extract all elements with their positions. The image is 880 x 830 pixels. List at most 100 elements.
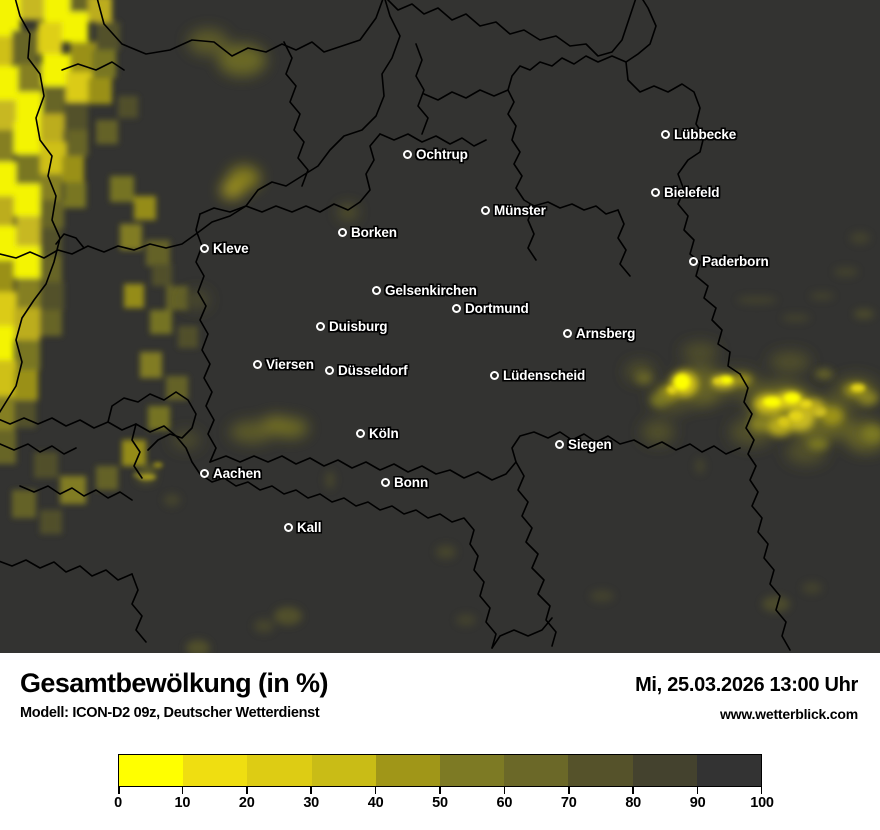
city-dot-icon xyxy=(661,130,670,139)
city-dot-icon xyxy=(381,478,390,487)
colorbar-tick xyxy=(568,787,570,794)
city-dot-icon xyxy=(481,206,490,215)
city-marker[interactable]: Bielefeld xyxy=(651,185,719,200)
colorbar-segment xyxy=(568,755,633,786)
city-label: Kleve xyxy=(213,241,249,256)
colorbar-tick xyxy=(632,787,634,794)
city-dot-icon xyxy=(200,469,209,478)
city-label: Siegen xyxy=(568,437,612,452)
cloud-patch-muensterland xyxy=(172,29,357,449)
cloud-patch-eifel xyxy=(136,465,456,653)
city-dot-icon xyxy=(316,322,325,331)
cloud-field xyxy=(0,0,880,653)
colorbar-segment xyxy=(696,755,762,786)
city-marker[interactable]: Gelsenkirchen xyxy=(372,283,477,298)
city-marker[interactable]: Siegen xyxy=(555,437,612,452)
colorbar-segment xyxy=(183,755,248,786)
colorbar-tick-label: 90 xyxy=(689,795,706,811)
colorbar-tick xyxy=(760,787,762,794)
footer-panel: Gesamtbewölkung (in %) Modell: ICON-D2 0… xyxy=(0,653,880,830)
city-marker[interactable]: Paderborn xyxy=(689,254,769,269)
colorbar-tick-label: 50 xyxy=(432,795,448,811)
city-dot-icon xyxy=(403,150,412,159)
city-dot-icon xyxy=(555,440,564,449)
city-marker[interactable]: Kall xyxy=(284,520,321,535)
city-dot-icon xyxy=(452,304,461,313)
colorbar-tick-label: 10 xyxy=(174,795,191,811)
title-block: Gesamtbewölkung (in %) Modell: ICON-D2 0… xyxy=(20,668,328,722)
city-marker[interactable]: Lüdenscheid xyxy=(490,368,585,383)
city-dot-icon xyxy=(284,523,293,532)
footer-header: Gesamtbewölkung (in %) Modell: ICON-D2 0… xyxy=(0,653,880,738)
city-label: Paderborn xyxy=(702,254,769,269)
city-label: Viersen xyxy=(266,357,314,372)
map-canvas xyxy=(0,0,880,653)
colorbar-tick xyxy=(503,787,506,794)
colorbar-segment xyxy=(119,755,184,786)
city-label: Münster xyxy=(494,203,546,218)
city-marker[interactable]: Arnsberg xyxy=(563,326,635,341)
colorbar-ticks xyxy=(118,787,762,795)
colorbar-tick xyxy=(118,787,120,794)
city-marker[interactable]: Aachen xyxy=(200,466,261,481)
page-title: Gesamtbewölkung (in %) xyxy=(20,668,328,698)
colorbar-gradient xyxy=(118,754,762,787)
valid-time-text: Mi, 25.03.2026 13:00 Uhr xyxy=(635,674,858,696)
city-label: Lübbecke xyxy=(674,127,737,142)
colorbar-tick-labels: 0 10 20 30 40 50 60 70 80 90 100 xyxy=(114,795,774,815)
city-dot-icon xyxy=(338,228,347,237)
map-panel[interactable]: Lübbecke Ochtrup Bielefeld Münster Borken Kle… xyxy=(0,0,880,653)
cloud-patch-scattered-west xyxy=(12,96,198,534)
city-dot-icon xyxy=(325,366,334,375)
city-marker[interactable]: Borken xyxy=(338,225,397,240)
colorbar-tick-label: 100 xyxy=(750,795,774,811)
city-label: Ochtrup xyxy=(416,147,468,162)
city-marker[interactable]: Ochtrup xyxy=(403,147,468,162)
colorbar-tick xyxy=(181,787,184,794)
colorbar-tick-label: 80 xyxy=(625,795,642,811)
city-dot-icon xyxy=(253,360,262,369)
city-label: Gelsenkirchen xyxy=(385,283,477,298)
city-marker[interactable]: Köln xyxy=(356,426,399,441)
administrative-borders xyxy=(0,0,791,651)
city-dot-icon xyxy=(689,257,698,266)
city-label: Lüdenscheid xyxy=(503,368,586,383)
city-dot-icon xyxy=(372,286,381,295)
city-label: Düsseldorf xyxy=(338,363,408,378)
city-dot-icon xyxy=(563,329,572,338)
city-marker[interactable]: Dortmund xyxy=(452,301,529,316)
city-marker[interactable]: Viersen xyxy=(253,357,314,372)
city-marker[interactable]: Bonn xyxy=(381,475,428,490)
city-label: Dortmund xyxy=(465,301,529,316)
colorbar-segment xyxy=(375,755,441,786)
meta-block: Mi, 25.03.2026 13:00 Uhr www.wetterblick… xyxy=(635,675,858,722)
site-url: www.wetterblick.com xyxy=(719,706,858,722)
colorbar-tick-label: 70 xyxy=(560,795,577,811)
city-label: Arnsberg xyxy=(576,326,636,341)
colorbar-segment xyxy=(504,755,569,786)
colorbar-tick-label: 40 xyxy=(367,795,384,811)
cloud-patch-sauerland xyxy=(626,343,880,464)
city-label: Bonn xyxy=(394,475,429,490)
city-label: Köln xyxy=(369,426,399,441)
colorbar-tick xyxy=(439,787,441,794)
colorbar-tick xyxy=(696,787,699,794)
city-dot-icon xyxy=(651,188,660,197)
city-label: Kall xyxy=(297,520,322,535)
colorbar-tick-label: 30 xyxy=(303,795,320,811)
city-marker[interactable]: Duisburg xyxy=(316,319,388,334)
city-marker[interactable]: Münster xyxy=(481,203,546,218)
colorbar-tick-label: 60 xyxy=(496,795,513,811)
city-marker[interactable]: Lübbecke xyxy=(661,127,736,142)
city-marker[interactable]: Düsseldorf xyxy=(325,363,408,378)
colorbar-segment xyxy=(247,755,312,786)
city-label: Borken xyxy=(351,225,397,240)
colorbar-tick xyxy=(310,787,312,794)
model-subtitle: Modell: ICON-D2 09z, Deutscher Wetterdie… xyxy=(20,705,320,721)
city-dot-icon xyxy=(490,371,499,380)
cloud-specks xyxy=(456,232,874,626)
city-marker[interactable]: Kleve xyxy=(200,241,249,256)
city-dot-icon xyxy=(356,429,365,438)
colorbar-segment xyxy=(632,755,697,786)
